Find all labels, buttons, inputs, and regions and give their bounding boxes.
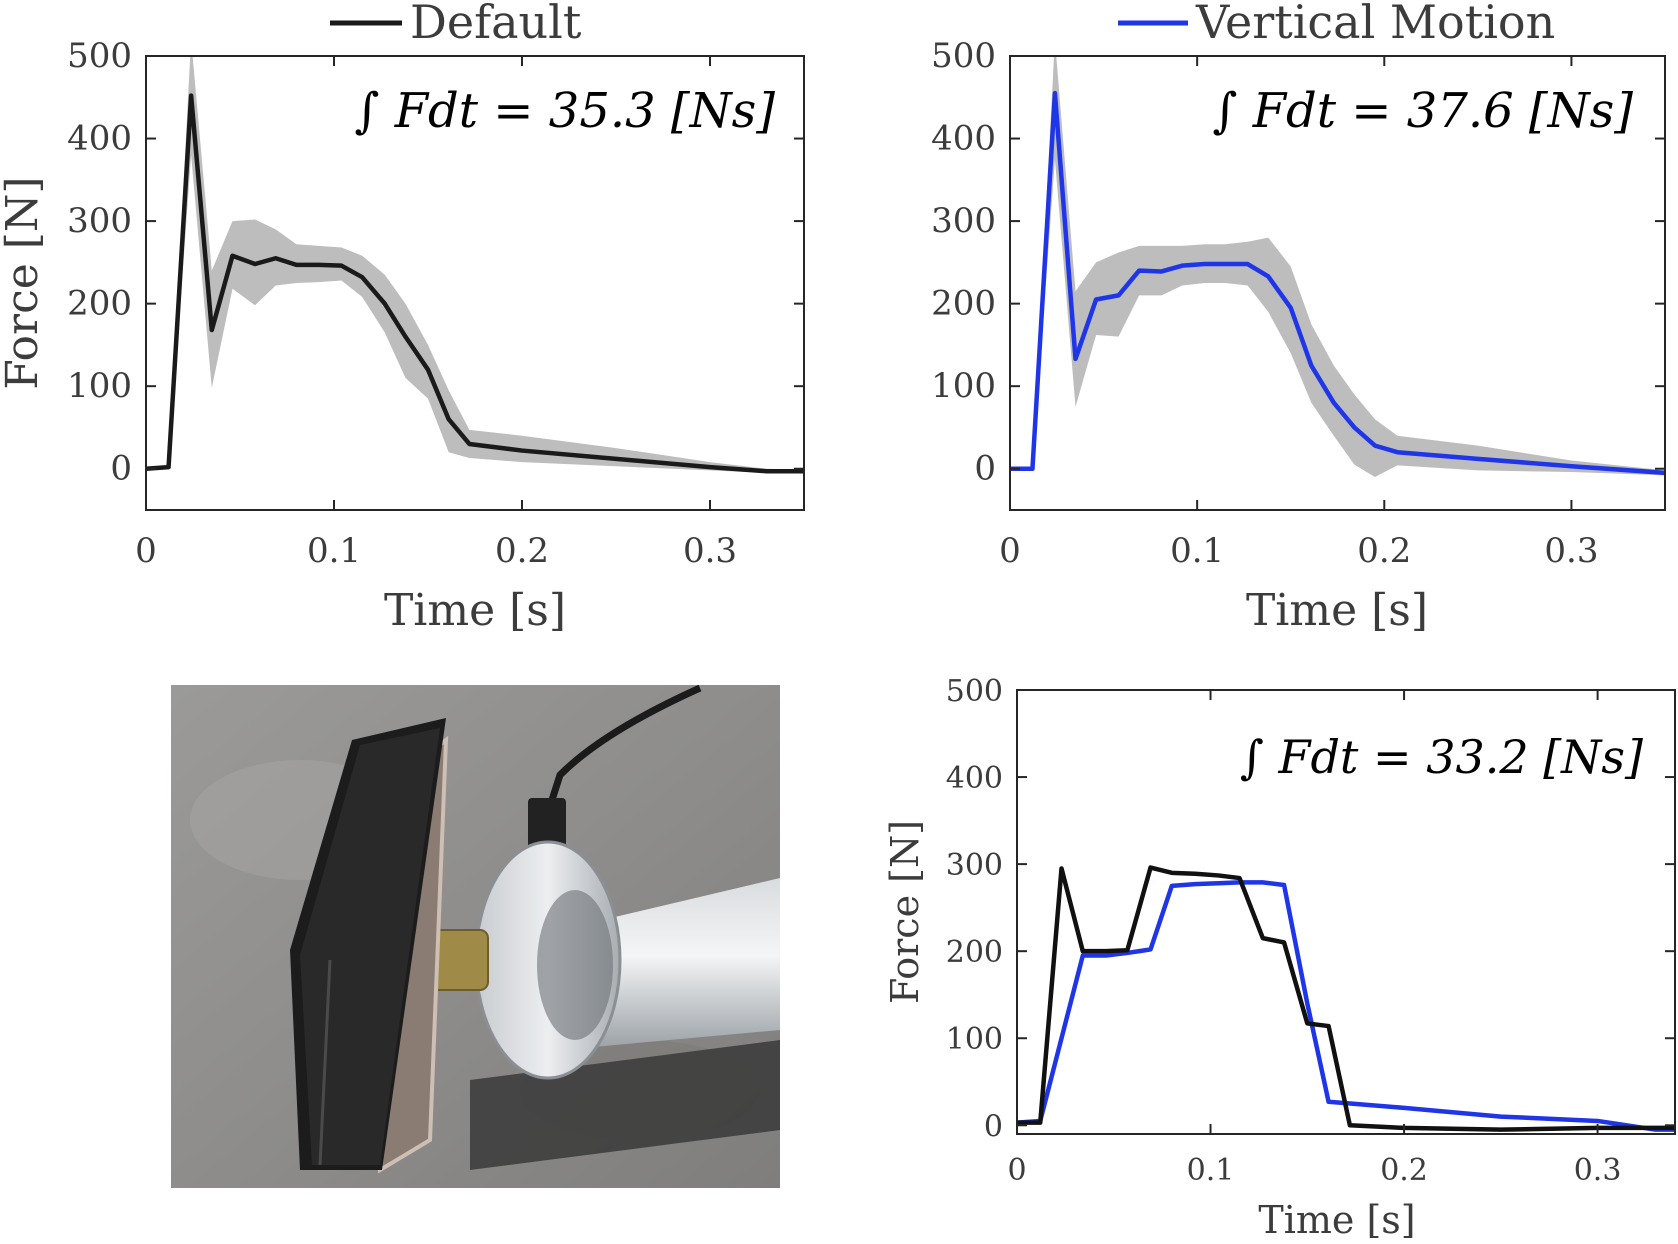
impulse-annotation: ∫ Fdt = 35.3 [Ns] [354,83,775,139]
x-axis-label: Time [s] [1246,585,1428,636]
x-tick-label: 0 [135,531,157,571]
y-tick-label: 0 [984,1109,1003,1144]
axis-ticks: 0 100 200 300 400 500 0 0.1 0.2 0.3 [931,36,1665,571]
y-tick-label: 400 [931,119,996,159]
x-tick-label: 0.1 [1187,1153,1235,1188]
y-tick-label: 300 [67,201,132,241]
impulse-annotation: ∫ Fdt = 33.2 [Ns] [1240,730,1643,784]
y-axis-label: Force [N] [0,176,48,389]
confidence-band [146,56,804,473]
std-band-0 [1010,56,1665,477]
axis-ticks: 0 100 200 300 400 500 0 0.1 0.2 0.3 [946,674,1675,1188]
plot-frame [145,55,805,511]
confidence-band [1010,56,1665,477]
std-band-0 [146,56,804,473]
axis-ticks: 0 100 200 300 400 500 0 0.1 0.2 0.3 [67,36,804,571]
y-tick-label: 200 [931,284,996,324]
series-lines [1010,90,1665,476]
series-lines [146,93,804,474]
x-tick-label: 0.3 [683,531,737,571]
y-tick-label: 100 [931,366,996,406]
series-line-0 [146,93,804,474]
x-tick-label: 0.1 [1170,531,1224,571]
y-tick-label: 500 [946,674,1003,709]
y-tick-label: 500 [931,36,996,76]
y-tick-label: 200 [67,284,132,324]
x-tick-label: 0.2 [1357,531,1411,571]
plot-frame [1016,689,1676,1135]
sensor-cable [548,684,702,802]
x-tick-label: 0.1 [307,531,361,571]
y-tick-label: 200 [946,935,1003,970]
y-tick-label: 400 [946,761,1003,796]
x-axis-label: Time [s] [1258,1198,1415,1242]
chart-vertical-motion: 0 100 200 300 400 500 0 0.1 0.2 0.3 Time [s] ∫ Fd… [931,0,1666,636]
x-tick-label: 0 [999,531,1021,571]
y-tick-label: 300 [931,201,996,241]
y-tick-label: 400 [67,119,132,159]
chart-default: 0 100 200 300 400 500 0 0.1 0.2 0.3 Time [s] Forc… [0,0,805,636]
series-line-1 [1017,865,1675,1132]
force-plate-sensor-photo [171,684,780,1188]
y-tick-label: 100 [67,366,132,406]
x-tick-label: 0.3 [1574,1153,1622,1188]
y-tick-label: 0 [110,449,132,489]
y-tick-label: 0 [974,449,996,489]
y-tick-label: 300 [946,848,1003,883]
series-line-0 [1010,90,1665,476]
y-axis-label: Force [N] [883,820,927,1004]
legend-label-default: Default [410,0,582,49]
x-axis-label: Time [s] [384,585,566,636]
x-tick-label: 0 [1007,1153,1026,1188]
series-lines [1017,865,1675,1132]
x-tick-label: 0.2 [1380,1153,1428,1188]
x-tick-label: 0.2 [495,531,549,571]
cable-connector [528,798,566,850]
y-tick-label: 100 [946,1022,1003,1057]
impulse-annotation: ∫ Fdt = 37.6 [Ns] [1212,83,1633,139]
chart-comparison: 0 100 200 300 400 500 0 0.1 0.2 0.3 Time [s] Forc… [883,674,1676,1242]
series-line-0 [1017,880,1675,1132]
legend-label-vertical-motion: Vertical Motion [1195,0,1555,49]
plot-frame [1009,55,1666,511]
x-tick-label: 0.3 [1544,531,1598,571]
y-tick-label: 500 [67,36,132,76]
